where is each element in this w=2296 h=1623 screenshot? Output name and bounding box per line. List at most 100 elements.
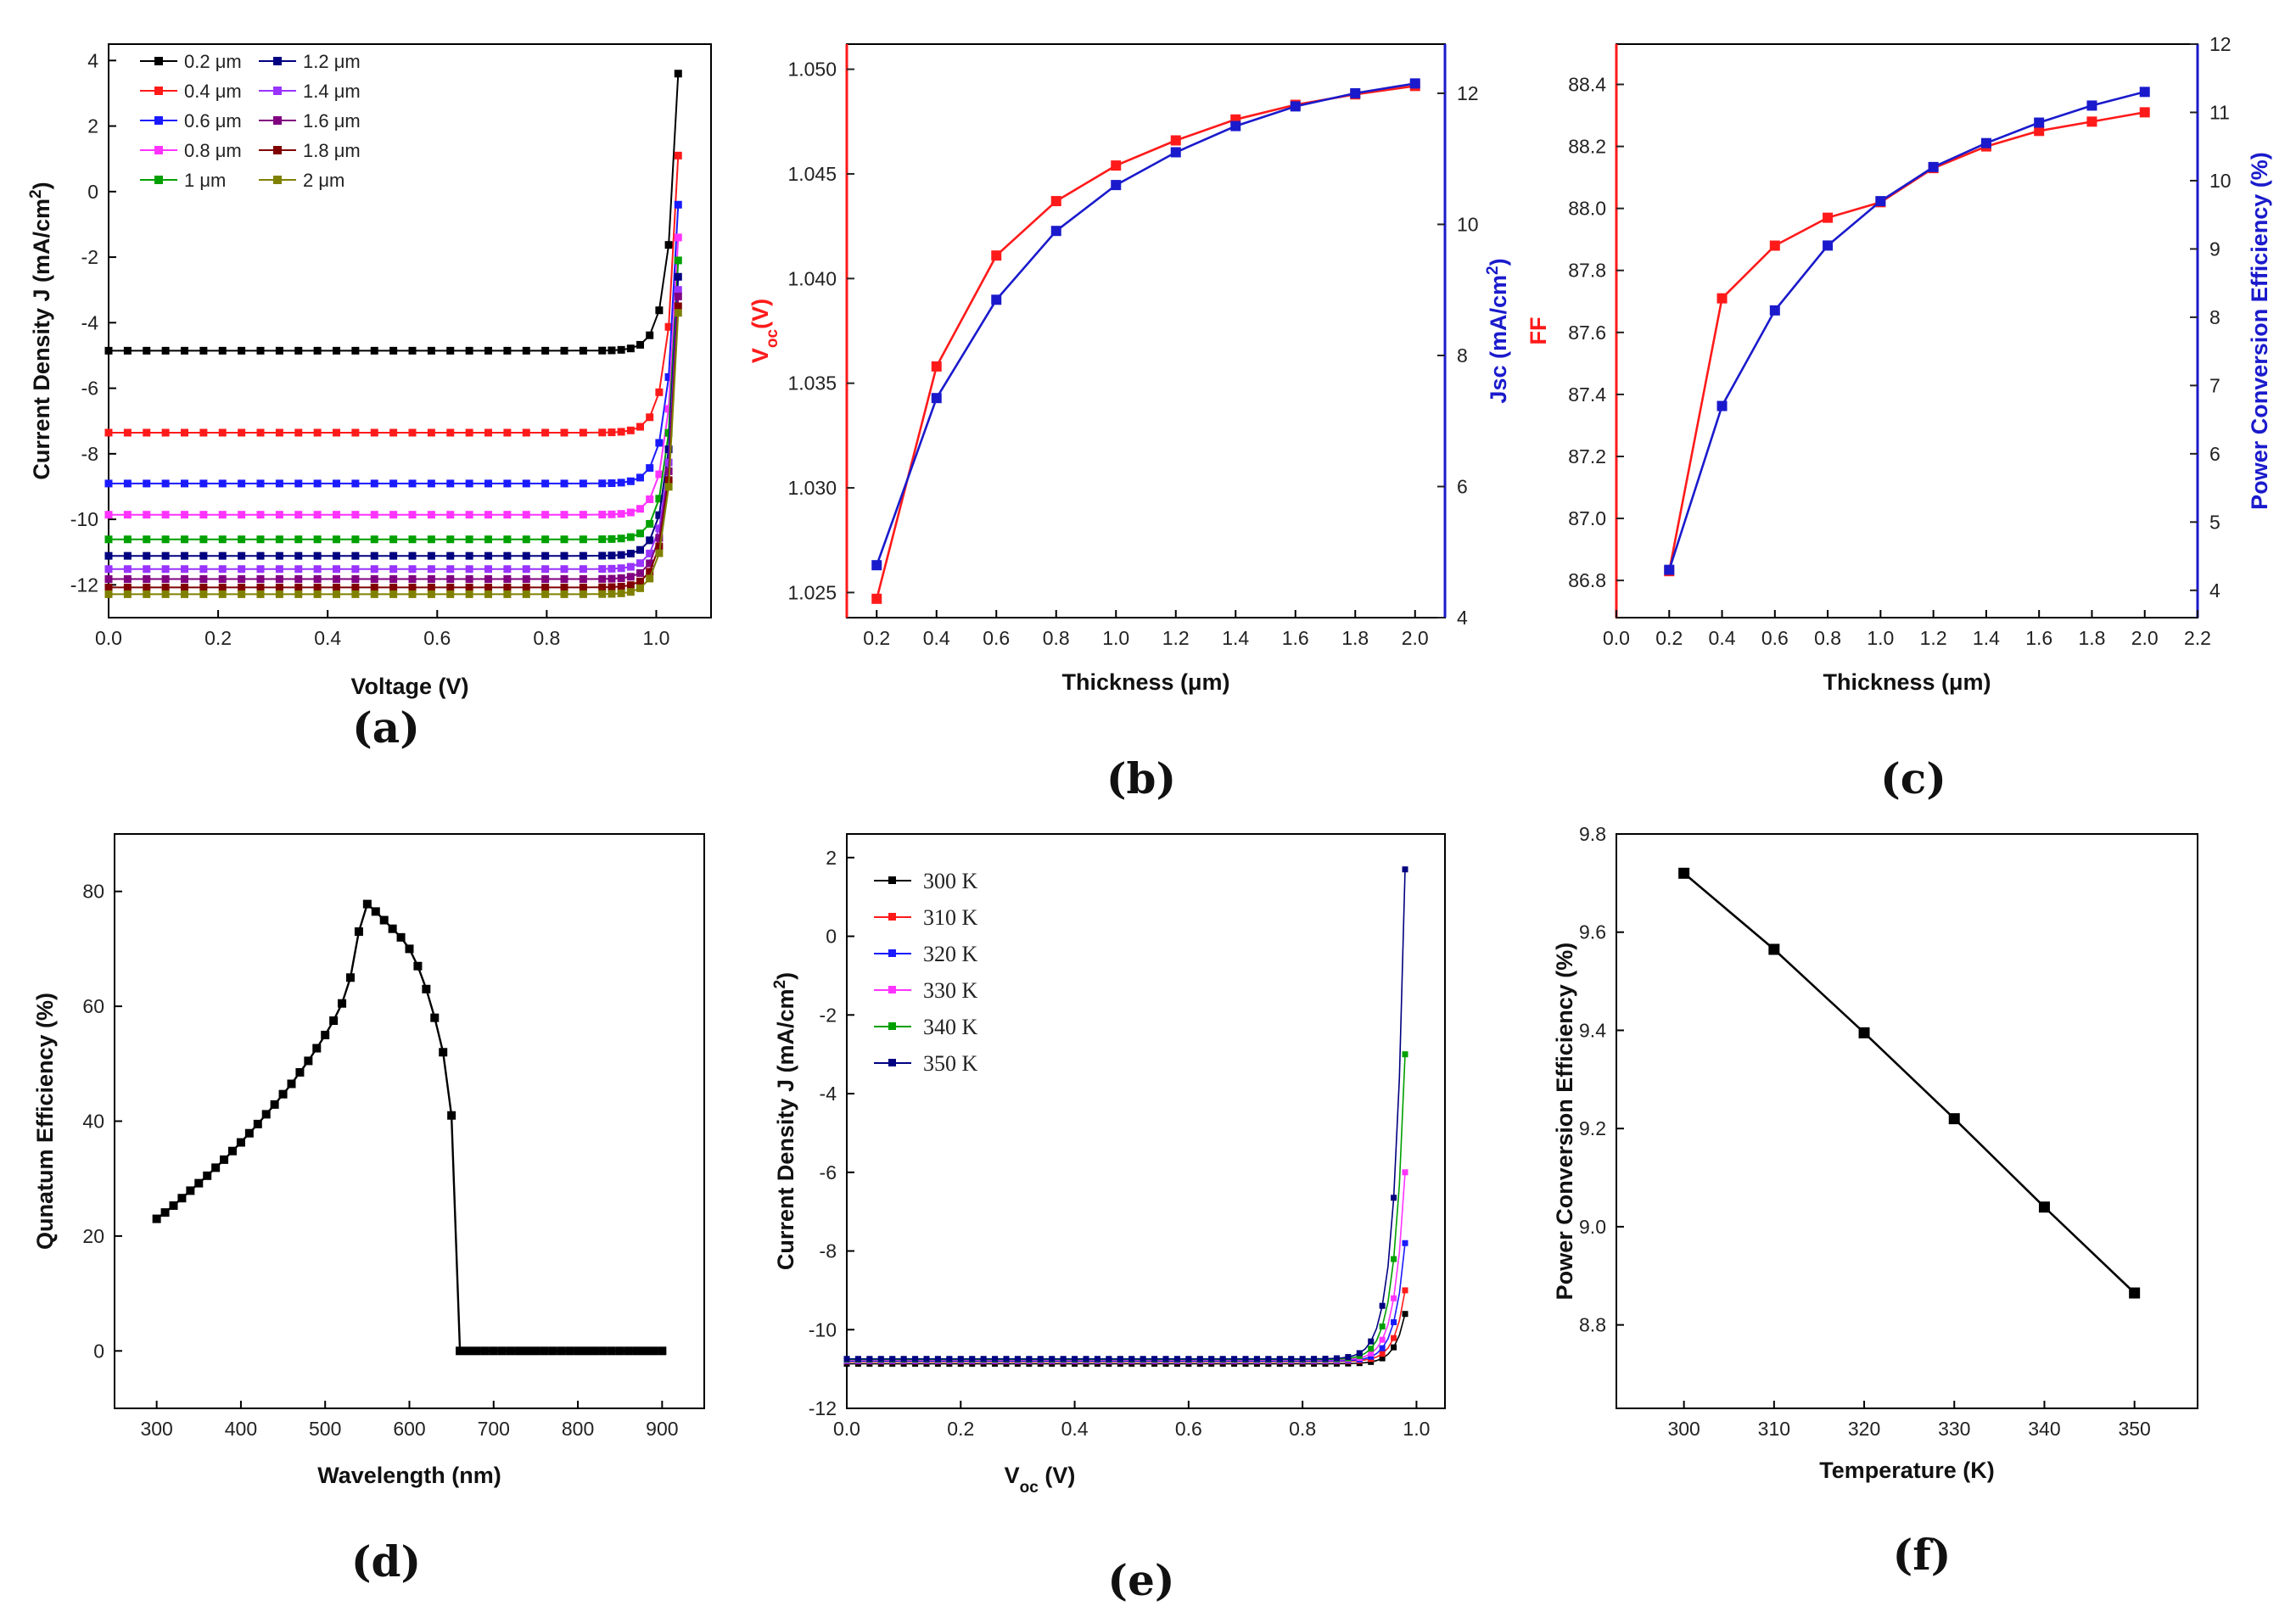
- data-point-a-5-19: [465, 551, 473, 560]
- data-point-c-0-9: [2139, 107, 2150, 118]
- data-point-d-41: [497, 1346, 507, 1356]
- data-point-a-8-12: [333, 583, 341, 591]
- data-point-a-8-7: [238, 583, 246, 591]
- data-point-a-2-10: [294, 479, 303, 488]
- data-point-a-9-26: [598, 590, 607, 598]
- x-tick-label-d-2: 500: [309, 1418, 341, 1440]
- panel-label-f: (f): [1893, 1530, 1952, 1580]
- legend-label-e-2: 320 K: [923, 942, 978, 966]
- data-point-a-7-21: [503, 575, 512, 584]
- data-point-a-6-14: [370, 565, 378, 574]
- data-point-c-1-8: [2086, 100, 2097, 111]
- data-point-a-4-12: [333, 535, 341, 544]
- data-point-a-7-29: [626, 573, 635, 581]
- data-point-a-5-10: [294, 551, 303, 560]
- data-point-a-4-7: [238, 535, 246, 544]
- data-point-a-0-25: [579, 346, 587, 355]
- data-point-a-9-19: [465, 590, 473, 598]
- data-point-a-9-12: [333, 590, 341, 598]
- x-tick-label-b-8: 1.8: [1341, 627, 1369, 649]
- plot-frame-a: [108, 43, 712, 618]
- data-point-a-6-25: [579, 565, 587, 574]
- series-line-b-0: [876, 85, 1415, 600]
- legend-marker-a-7: [273, 116, 282, 125]
- y-tick-label-c-4: 87.6: [1568, 322, 1606, 344]
- data-point-a-3-0: [104, 511, 113, 519]
- data-point-e-5-18: [1049, 1356, 1056, 1363]
- data-point-a-6-8: [256, 565, 265, 574]
- x-tick-label-b-1: 0.4: [923, 627, 950, 649]
- x-tick-label-f-5: 350: [2118, 1418, 2150, 1440]
- data-point-c-1-6: [1980, 137, 1991, 148]
- x-tick-label-c-7: 1.4: [1973, 627, 2000, 649]
- legend-label-e-1: 310 K: [923, 905, 978, 930]
- data-point-a-2-28: [617, 479, 625, 487]
- data-point-a-8-9: [275, 583, 283, 591]
- data-point-e-5-40: [1299, 1356, 1306, 1363]
- data-point-e-5-41: [1311, 1356, 1318, 1363]
- x-tick-label-a-3: 0.6: [423, 627, 451, 649]
- data-point-a-1-1: [123, 428, 132, 437]
- data-point-a-9-13: [351, 590, 360, 598]
- y2-tick-label-b-2: 8: [1457, 344, 1468, 367]
- data-point-a-6-23: [541, 565, 550, 574]
- data-point-e-5-22: [1094, 1356, 1100, 1363]
- data-point-e-5-6: [912, 1356, 919, 1363]
- data-point-a-0-21: [503, 346, 512, 355]
- data-point-a-3-5: [199, 511, 208, 519]
- legend-e: 300 K 310 K 320 K 330 K 340 K 350 K: [874, 869, 978, 1076]
- data-point-c-1-5: [1928, 161, 1939, 172]
- data-point-a-7-16: [408, 575, 417, 584]
- legend-marker-a-1: [154, 87, 163, 95]
- data-point-d-9: [228, 1146, 237, 1156]
- chart-panel-c: 0.0 0.2 0.4 0.6 0.8 1.0 1.2 1.4 1.6 1.8 2.0 2.2 86.8…: [1526, 33, 2272, 803]
- data-point-a-9-1: [123, 590, 132, 598]
- data-point-d-1: [160, 1208, 170, 1217]
- data-point-e-5-17: [1037, 1356, 1044, 1363]
- data-point-a-7-5: [199, 575, 208, 584]
- data-point-a-3-22: [522, 511, 530, 519]
- series-line-f: [1683, 872, 2136, 1294]
- data-point-a-7-0: [104, 575, 113, 584]
- data-point-a-4-8: [256, 535, 265, 544]
- data-point-a-4-27: [608, 534, 616, 543]
- y-tick-label-e-6: 0: [826, 926, 837, 948]
- series-line-a-4: [109, 260, 680, 540]
- data-point-d-60: [658, 1346, 667, 1356]
- data-point-a-2-4: [181, 479, 189, 488]
- x-tick-label-c-4: 0.8: [1814, 627, 1841, 649]
- data-point-a-5-30: [636, 546, 645, 554]
- y-tick-label-f-3: 9.4: [1579, 1019, 1606, 1041]
- x-tick-label-c-10: 2.0: [2131, 627, 2159, 649]
- data-point-a-0-31: [646, 331, 654, 339]
- data-point-d-48: [557, 1346, 566, 1356]
- data-point-a-3-34: [674, 233, 682, 242]
- x-tick-label-e-2: 0.4: [1061, 1418, 1089, 1440]
- data-point-a-5-2: [143, 551, 151, 560]
- data-point-a-7-14: [370, 575, 378, 584]
- legend-label-a-0: 0.2 μm: [184, 51, 242, 72]
- data-point-a-1-9: [275, 428, 283, 437]
- data-point-a-1-21: [503, 428, 512, 437]
- data-point-a-3-1: [123, 511, 132, 519]
- data-point-a-5-32: [655, 511, 664, 519]
- panel-label-a: (a): [352, 702, 420, 753]
- data-point-a-0-28: [617, 345, 625, 354]
- chart-panel-a: 0.0 0.2 0.4 0.6 0.8 1.0 -12 -10 -8 -6 -4 -2 0 2 4 0.2 μ…: [27, 43, 712, 753]
- data-point-a-4-32: [655, 495, 664, 503]
- data-point-e-5-14: [1003, 1356, 1010, 1363]
- y-tick-label-d-0: 0: [93, 1340, 104, 1362]
- data-point-a-4-19: [465, 535, 473, 544]
- data-point-e-5-47: [1379, 1302, 1386, 1309]
- data-point-e-0-47: [1379, 1355, 1386, 1362]
- data-point-b-1-2: [991, 294, 1002, 305]
- data-point-d-12: [253, 1119, 262, 1128]
- data-point-a-9-0: [104, 590, 113, 598]
- data-point-a-4-15: [389, 535, 398, 544]
- data-point-e-4-49: [1402, 1051, 1408, 1058]
- data-point-a-2-21: [503, 479, 512, 488]
- data-point-a-8-0: [104, 583, 113, 591]
- data-point-a-4-31: [646, 519, 654, 528]
- data-point-a-4-10: [294, 535, 303, 544]
